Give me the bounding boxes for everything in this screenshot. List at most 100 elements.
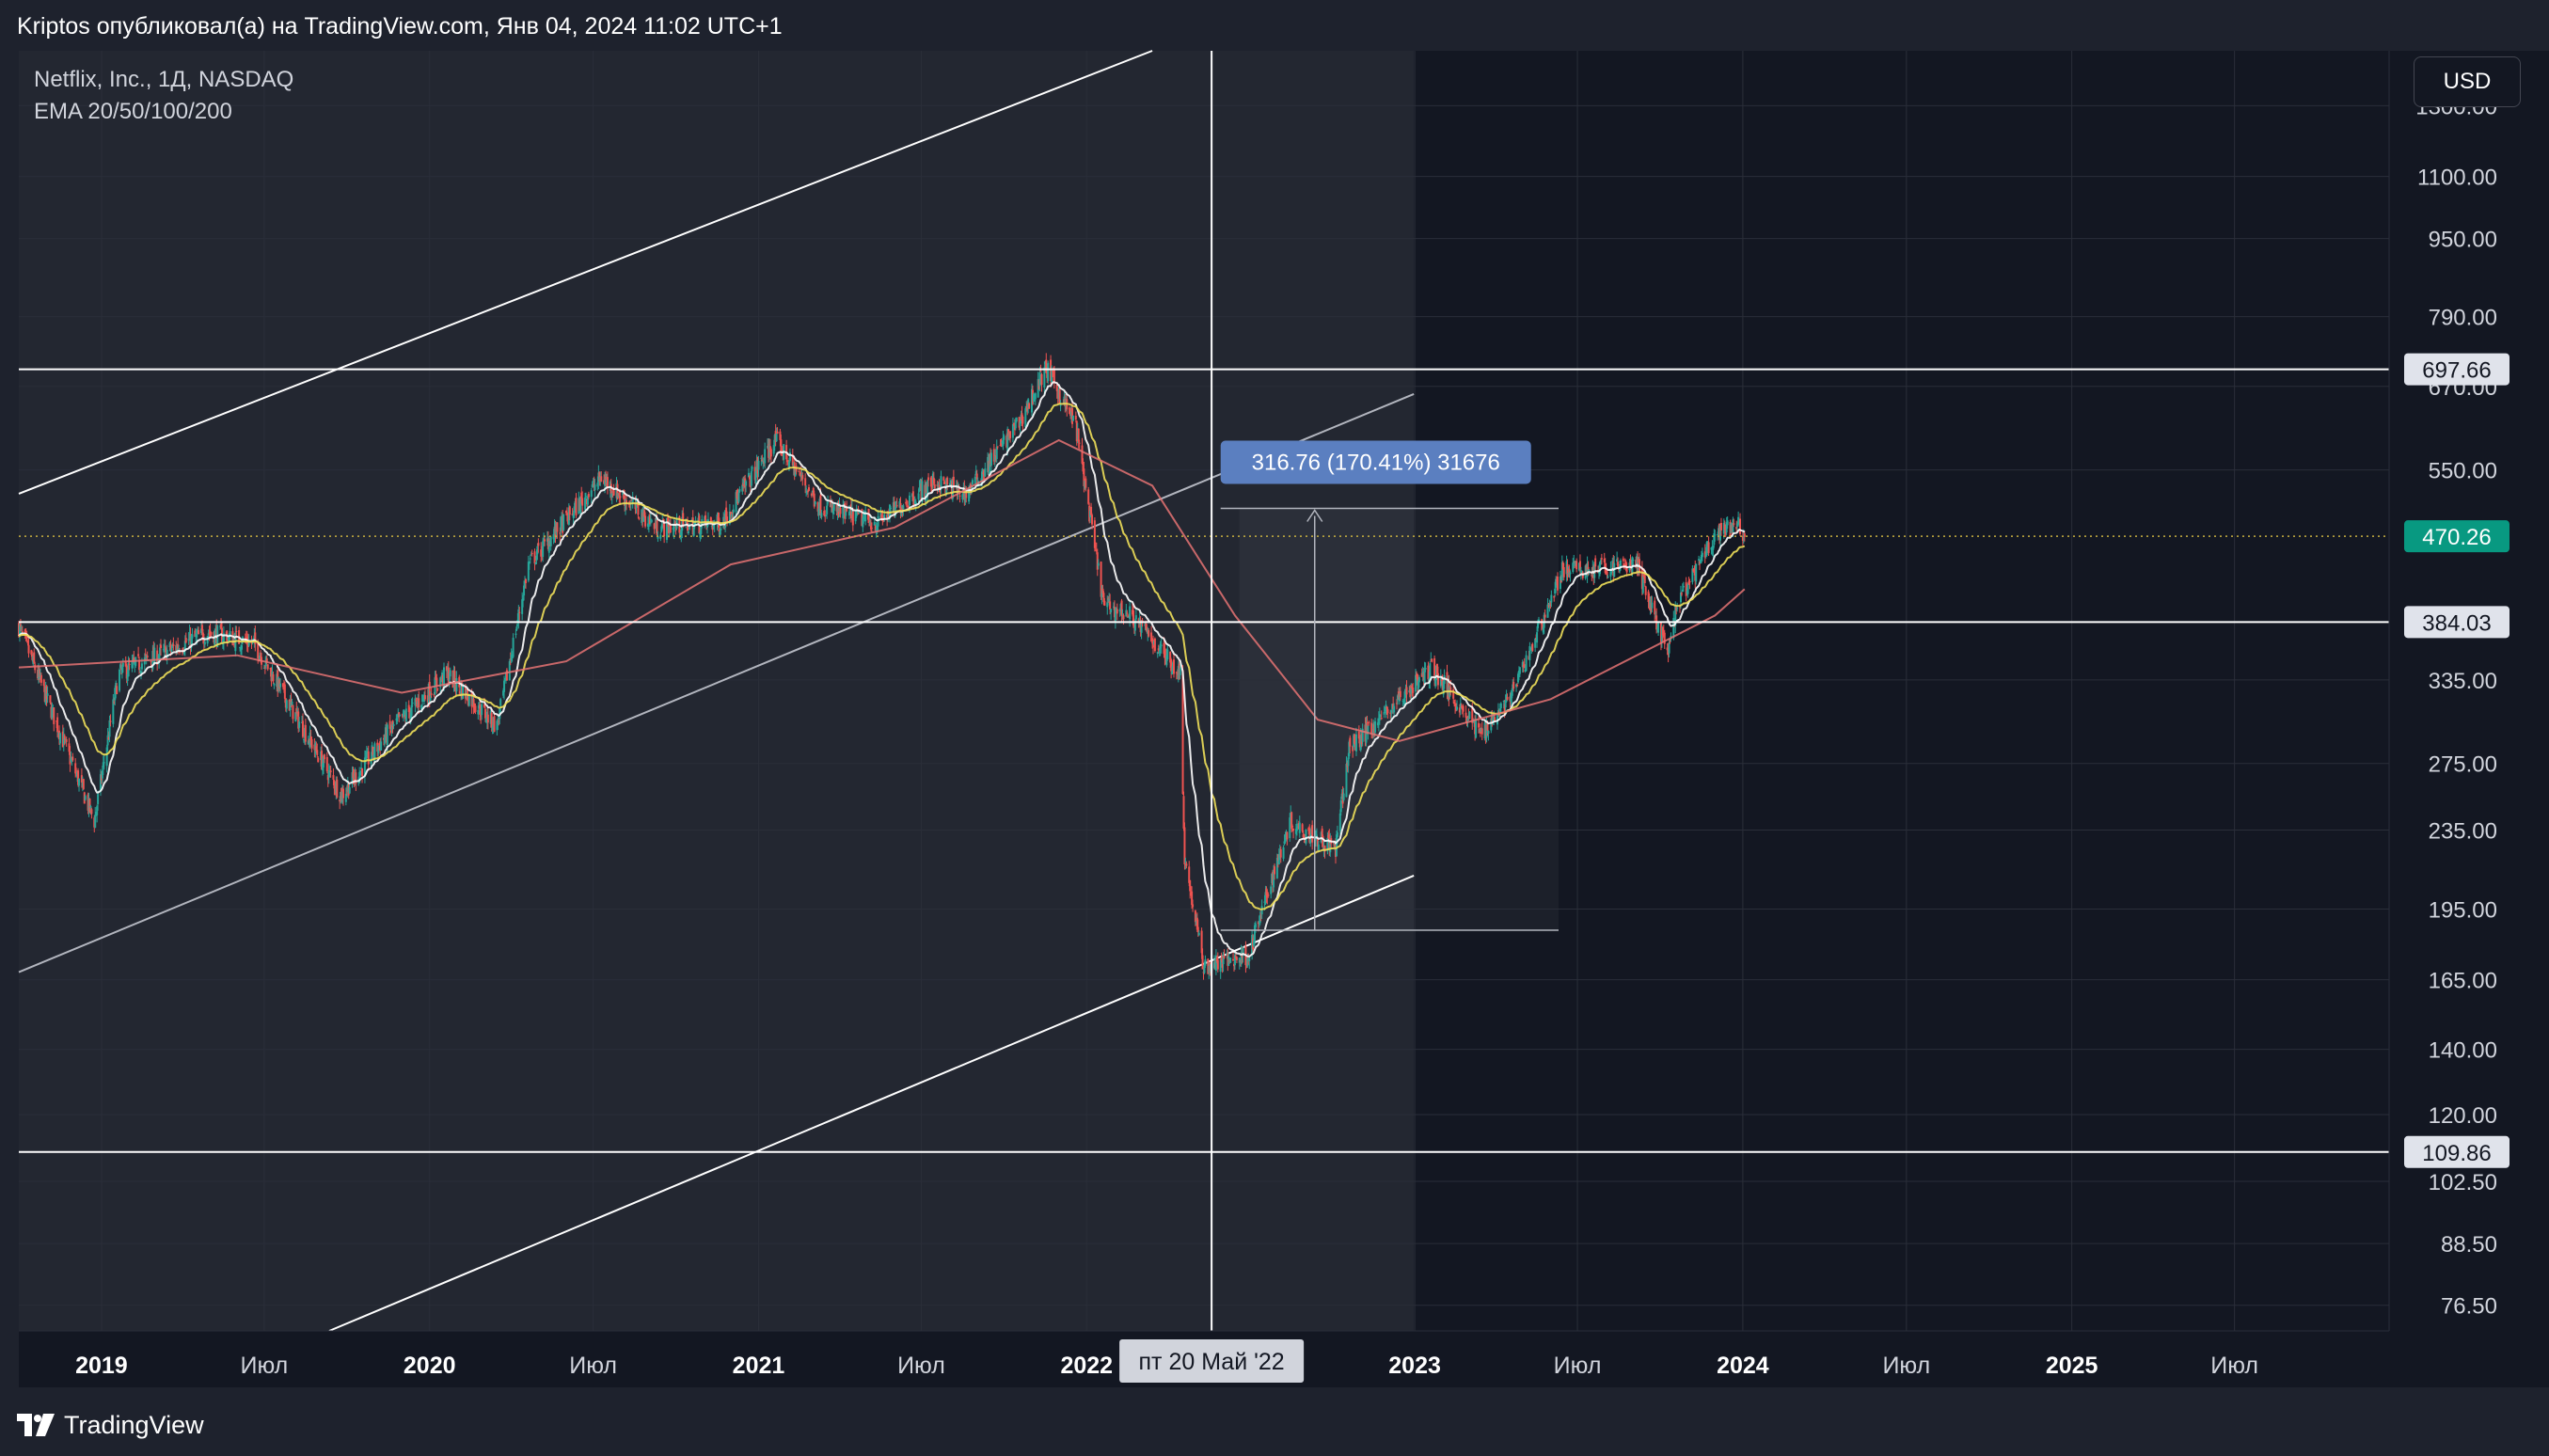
candle[interactable]: [1090, 502, 1093, 516]
candle[interactable]: [361, 768, 364, 783]
candle[interactable]: [515, 624, 518, 632]
candle[interactable]: [1200, 927, 1203, 959]
candle[interactable]: [68, 737, 71, 755]
candle[interactable]: [1078, 439, 1081, 450]
candle[interactable]: [1528, 641, 1531, 667]
legend-symbol[interactable]: Netflix, Inc., 1Д, NASDAQ: [34, 67, 294, 92]
candle[interactable]: [210, 631, 213, 638]
candle[interactable]: [435, 673, 438, 694]
candle[interactable]: [832, 502, 835, 515]
candle[interactable]: [1204, 955, 1207, 969]
candle[interactable]: [868, 508, 871, 527]
candle[interactable]: [453, 666, 456, 692]
candle[interactable]: [560, 515, 562, 537]
candle[interactable]: [209, 623, 212, 639]
candle[interactable]: [1557, 572, 1559, 595]
candle[interactable]: [292, 704, 294, 724]
candle[interactable]: [1739, 513, 1742, 536]
candle[interactable]: [1279, 846, 1282, 863]
candle[interactable]: [533, 548, 536, 571]
candle[interactable]: [285, 699, 288, 713]
candle[interactable]: [336, 776, 339, 799]
candle[interactable]: [1385, 700, 1387, 719]
candle[interactable]: [1134, 608, 1137, 624]
candle[interactable]: [1011, 418, 1014, 443]
candle[interactable]: [94, 807, 97, 829]
candle[interactable]: [1719, 517, 1722, 536]
candle[interactable]: [1156, 651, 1159, 658]
candle[interactable]: [486, 707, 489, 730]
candle[interactable]: [1412, 683, 1415, 700]
candle[interactable]: [1531, 642, 1534, 653]
candle[interactable]: [428, 673, 431, 707]
candle[interactable]: [289, 694, 292, 718]
candle[interactable]: [399, 714, 402, 717]
candle[interactable]: [166, 644, 168, 665]
candle[interactable]: [1096, 548, 1099, 577]
candle[interactable]: [943, 480, 946, 485]
candle[interactable]: [990, 449, 992, 473]
candle[interactable]: [518, 607, 521, 621]
candle[interactable]: [869, 519, 872, 532]
candle[interactable]: [1741, 531, 1744, 546]
candle[interactable]: [19, 619, 22, 632]
candle[interactable]: [496, 719, 499, 736]
candle[interactable]: [631, 491, 634, 509]
candle[interactable]: [1007, 429, 1010, 440]
candle[interactable]: [1370, 719, 1373, 739]
candle[interactable]: [1317, 841, 1320, 852]
candle[interactable]: [254, 625, 257, 652]
candle[interactable]: [82, 778, 85, 791]
candle[interactable]: [1212, 955, 1215, 970]
candle[interactable]: [474, 703, 477, 715]
candle[interactable]: [826, 501, 829, 519]
candle[interactable]: [1254, 921, 1257, 933]
candle[interactable]: [1166, 644, 1169, 661]
candle[interactable]: [1687, 577, 1690, 585]
candle[interactable]: [1284, 831, 1287, 845]
candle[interactable]: [1555, 576, 1558, 593]
candle[interactable]: [423, 689, 426, 702]
candle[interactable]: [741, 478, 744, 496]
candle[interactable]: [1383, 705, 1385, 719]
candle[interactable]: [163, 639, 166, 657]
candle[interactable]: [575, 493, 578, 518]
candle[interactable]: [1140, 619, 1143, 640]
candle[interactable]: [508, 658, 511, 681]
measure-label-box[interactable]: [1220, 440, 1531, 484]
candle[interactable]: [323, 753, 325, 764]
candle[interactable]: [317, 755, 320, 763]
candle[interactable]: [1399, 687, 1401, 701]
candle[interactable]: [1480, 721, 1483, 740]
candle[interactable]: [273, 682, 276, 689]
candle[interactable]: [120, 664, 123, 679]
candle[interactable]: [1282, 845, 1285, 862]
candle[interactable]: [726, 511, 729, 527]
candle[interactable]: [96, 804, 99, 823]
candle[interactable]: [1393, 703, 1396, 717]
candle[interactable]: [1214, 949, 1217, 975]
candle[interactable]: [363, 750, 366, 783]
candle[interactable]: [33, 648, 36, 664]
candle[interactable]: [1311, 820, 1314, 850]
candle[interactable]: [493, 714, 496, 733]
candle[interactable]: [116, 683, 119, 695]
candle[interactable]: [1009, 431, 1012, 443]
candle[interactable]: [1726, 516, 1729, 530]
candle[interactable]: [1286, 831, 1289, 846]
candle[interactable]: [1248, 956, 1251, 970]
candle[interactable]: [1487, 730, 1490, 741]
candle[interactable]: [1368, 720, 1370, 726]
candle[interactable]: [638, 516, 641, 521]
candle[interactable]: [229, 623, 231, 641]
candle[interactable]: [648, 511, 651, 525]
candle[interactable]: [1015, 417, 1018, 423]
candle[interactable]: [745, 480, 748, 493]
candle[interactable]: [688, 523, 690, 531]
candle[interactable]: [751, 465, 753, 472]
candle[interactable]: [1019, 419, 1021, 433]
candle[interactable]: [153, 642, 156, 666]
candle[interactable]: [1568, 564, 1571, 578]
candle[interactable]: [1395, 699, 1398, 710]
